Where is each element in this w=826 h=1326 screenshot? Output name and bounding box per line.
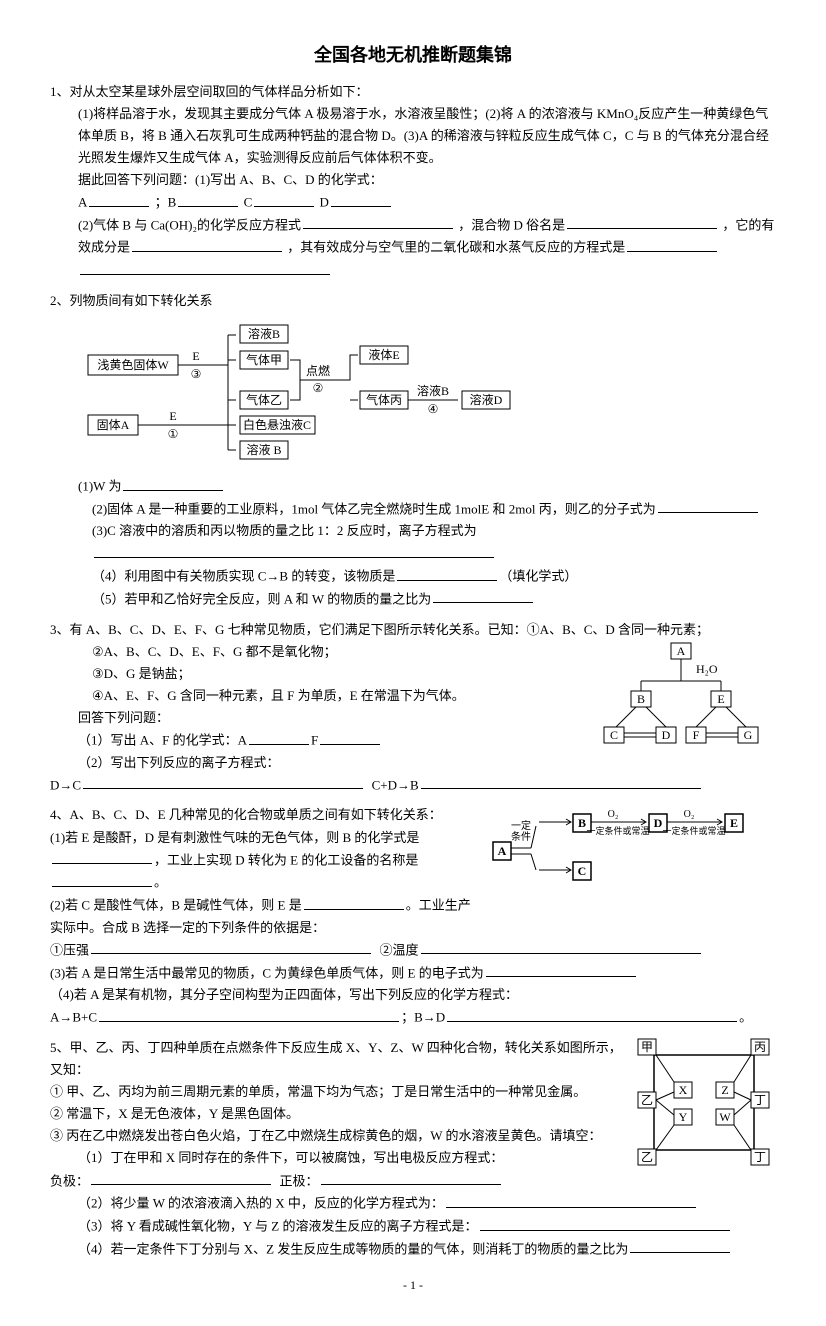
page-title: 全国各地无机推断题集锦 <box>50 40 776 71</box>
svg-text:W: W <box>719 1110 731 1124</box>
svg-text:溶液B: 溶液B <box>417 383 449 398</box>
svg-text:乙: 乙 <box>641 1093 653 1107</box>
svg-text:气体丙: 气体丙 <box>366 392 402 407</box>
label-d: D <box>319 195 328 210</box>
svg-text:固体A: 固体A <box>97 418 130 432</box>
q3-eq: D→C C+D→B <box>50 774 776 797</box>
label-a: A <box>78 195 87 210</box>
svg-text:一定条件或常温: 一定条件或常温 <box>662 825 725 836</box>
q1-p3a: (2)气体 B 与 Ca(OH)₂的化学反应方程式 <box>78 217 301 232</box>
q4-diagram: A 一定 条件 B O₂ 一定条件或常温 D O₂ 一定条件或常温 E C <box>491 804 771 891</box>
q2-a2: (2)固体 A 是一种重要的工业原料，1mol 气体乙完全燃烧时生成 1molE… <box>50 498 776 521</box>
q2-a1: (1)W 为 <box>50 475 776 498</box>
q2-a3: (3)C 溶液中的溶质和丙以物质的量之比 1：2 反应时，离子方程式为 <box>50 520 776 542</box>
q2-head: 2、列物质间有如下转化关系 <box>50 290 776 312</box>
svg-text:丙: 丙 <box>754 1040 766 1054</box>
svg-text:E: E <box>192 349 199 363</box>
svg-text:溶液D: 溶液D <box>470 392 503 407</box>
svg-text:②: ② <box>313 381 324 395</box>
q4-p3: (3)若 A 是日常生活中最常见的物质，C 为黄绿色单质气体，则 E 的电子式为 <box>50 962 776 985</box>
question-1: 1、对从太空某星球外层空间取回的气体样品分析如下： (1)将样品溶于水，发现其主… <box>50 81 776 282</box>
svg-text:A: A <box>498 844 507 858</box>
q2-a5: （5）若甲和乙恰好完全反应，则 A 和 W 的物质的量之比为 <box>50 588 776 611</box>
svg-text:白色悬浊液C: 白色悬浊液C <box>243 417 311 432</box>
q2-diagram: 浅黄色固体W 固体A E ① E ③ 溶液B 气体甲 气体乙 白色悬浊液C 溶液… <box>78 320 776 467</box>
svg-text:C: C <box>578 864 587 878</box>
q5-a3: （3）将 Y 看成碱性氧化物，Y 与 Z 的溶液发生反应的离子方程式是： <box>50 1215 776 1238</box>
svg-text:液体E: 液体E <box>368 347 399 362</box>
q5-diagram: 甲 丙 乙 丁 乙 丁 X Z Y W <box>636 1037 771 1174</box>
q1-p3d: ，其有效成分与空气里的二氧化碳和水蒸气反应的方程式是 <box>287 240 625 255</box>
svg-text:A: A <box>677 644 686 658</box>
q4-eq: A→B+C；B→D。 <box>50 1006 776 1029</box>
label-b: ；B <box>155 195 177 210</box>
svg-text:Z: Z <box>721 1083 728 1097</box>
svg-text:C: C <box>610 728 618 742</box>
question-5: 甲 丙 乙 丁 乙 丁 X Z Y W 5、甲、乙、丙、丁四种单质在点燃条件下反… <box>50 1037 776 1260</box>
svg-text:溶液B: 溶液B <box>248 326 280 341</box>
q4-p2: (2)若 C 是酸性气体，B 是碱性气体，则 E 是。工业生产实际中。合成 B … <box>50 894 776 939</box>
svg-text:乙: 乙 <box>641 1150 653 1164</box>
q1-body: (1)将样品溶于水，发现其主要成分气体 A 极易溶于水，水溶液呈酸性；(2)将 … <box>50 103 776 169</box>
page-number: - 1 - <box>50 1275 776 1295</box>
svg-text:O₂: O₂ <box>684 809 695 820</box>
svg-text:浅黄色固体W: 浅黄色固体W <box>97 358 169 372</box>
label-c: C <box>244 195 253 210</box>
svg-text:E: E <box>730 816 738 830</box>
svg-text:B: B <box>578 816 586 830</box>
svg-text:H₂O: H₂O <box>696 662 718 676</box>
svg-text:一定: 一定 <box>511 819 531 832</box>
question-4: A 一定 条件 B O₂ 一定条件或常温 D O₂ 一定条件或常温 E C 4、… <box>50 804 776 1029</box>
svg-text:①: ① <box>168 427 179 441</box>
svg-text:X: X <box>679 1083 688 1097</box>
q5-a4: （4）若一定条件下丁分别与 X、Z 发生反应生成等物质的量的气体，则消耗丁的物质… <box>50 1238 776 1261</box>
svg-text:G: G <box>744 728 753 742</box>
svg-text:点燃: 点燃 <box>306 363 330 378</box>
svg-text:甲: 甲 <box>641 1040 653 1054</box>
question-3: 3、有 A、B、C、D、E、F、G 七种常见物质，它们满足下图所示转化关系。已知… <box>50 619 776 797</box>
q1-abcd: A ；B C D <box>50 191 776 214</box>
q3-head: 3、有 A、B、C、D、E、F、G 七种常见物质，它们满足下图所示转化关系。已知… <box>50 619 776 641</box>
svg-text:条件: 条件 <box>511 830 531 843</box>
svg-text:一定条件或常温: 一定条件或常温 <box>586 825 649 836</box>
q1-p3b: ，混合物 D 俗名是 <box>458 217 565 232</box>
question-2: 2、列物质间有如下转化关系 浅黄色固体W 固体A E ① E ③ 溶液B 气体甲… <box>50 290 776 611</box>
svg-text:E: E <box>169 409 176 423</box>
q1-part2: (2)气体 B 与 Ca(OH)₂的化学反应方程式 ，混合物 D 俗名是 ，它的… <box>50 214 776 259</box>
svg-text:溶液 B: 溶液 B <box>246 442 281 457</box>
svg-text:气体乙: 气体乙 <box>246 392 282 407</box>
svg-text:F: F <box>693 728 700 742</box>
svg-text:B: B <box>637 692 645 706</box>
q5-a2: （2）将少量 W 的浓溶液滴入热的 X 中，反应的化学方程式为： <box>50 1192 776 1215</box>
q3-diagram: A H₂O B E C D F G <box>596 641 766 758</box>
svg-text:D: D <box>654 816 663 830</box>
svg-text:O₂: O₂ <box>608 809 619 820</box>
svg-text:Y: Y <box>679 1110 688 1124</box>
svg-text:④: ④ <box>428 402 439 416</box>
q1-prompt: 据此回答下列问题：(1)写出 A、B、C、D 的化学式： <box>50 169 776 191</box>
q2-svg: 浅黄色固体W 固体A E ① E ③ 溶液B 气体甲 气体乙 白色悬浊液C 溶液… <box>78 320 578 460</box>
svg-text:丁: 丁 <box>754 1150 766 1164</box>
q4-p4: （4)若 A 是某有机物，其分子空间构型为正四面体，写出下列反应的化学方程式： <box>50 984 776 1006</box>
q2-a4: （4）利用图中有关物质实现 C→B 的转变，该物质是（填化学式） <box>50 565 776 588</box>
svg-text:③: ③ <box>191 367 202 381</box>
q1-head: 1、对从太空某星球外层空间取回的气体样品分析如下： <box>50 81 776 103</box>
svg-text:E: E <box>717 692 724 706</box>
svg-text:丁: 丁 <box>754 1093 766 1107</box>
svg-text:D: D <box>662 728 671 742</box>
svg-text:气体甲: 气体甲 <box>246 352 282 367</box>
q4-p21: ①压强 ②温度 <box>50 939 776 962</box>
